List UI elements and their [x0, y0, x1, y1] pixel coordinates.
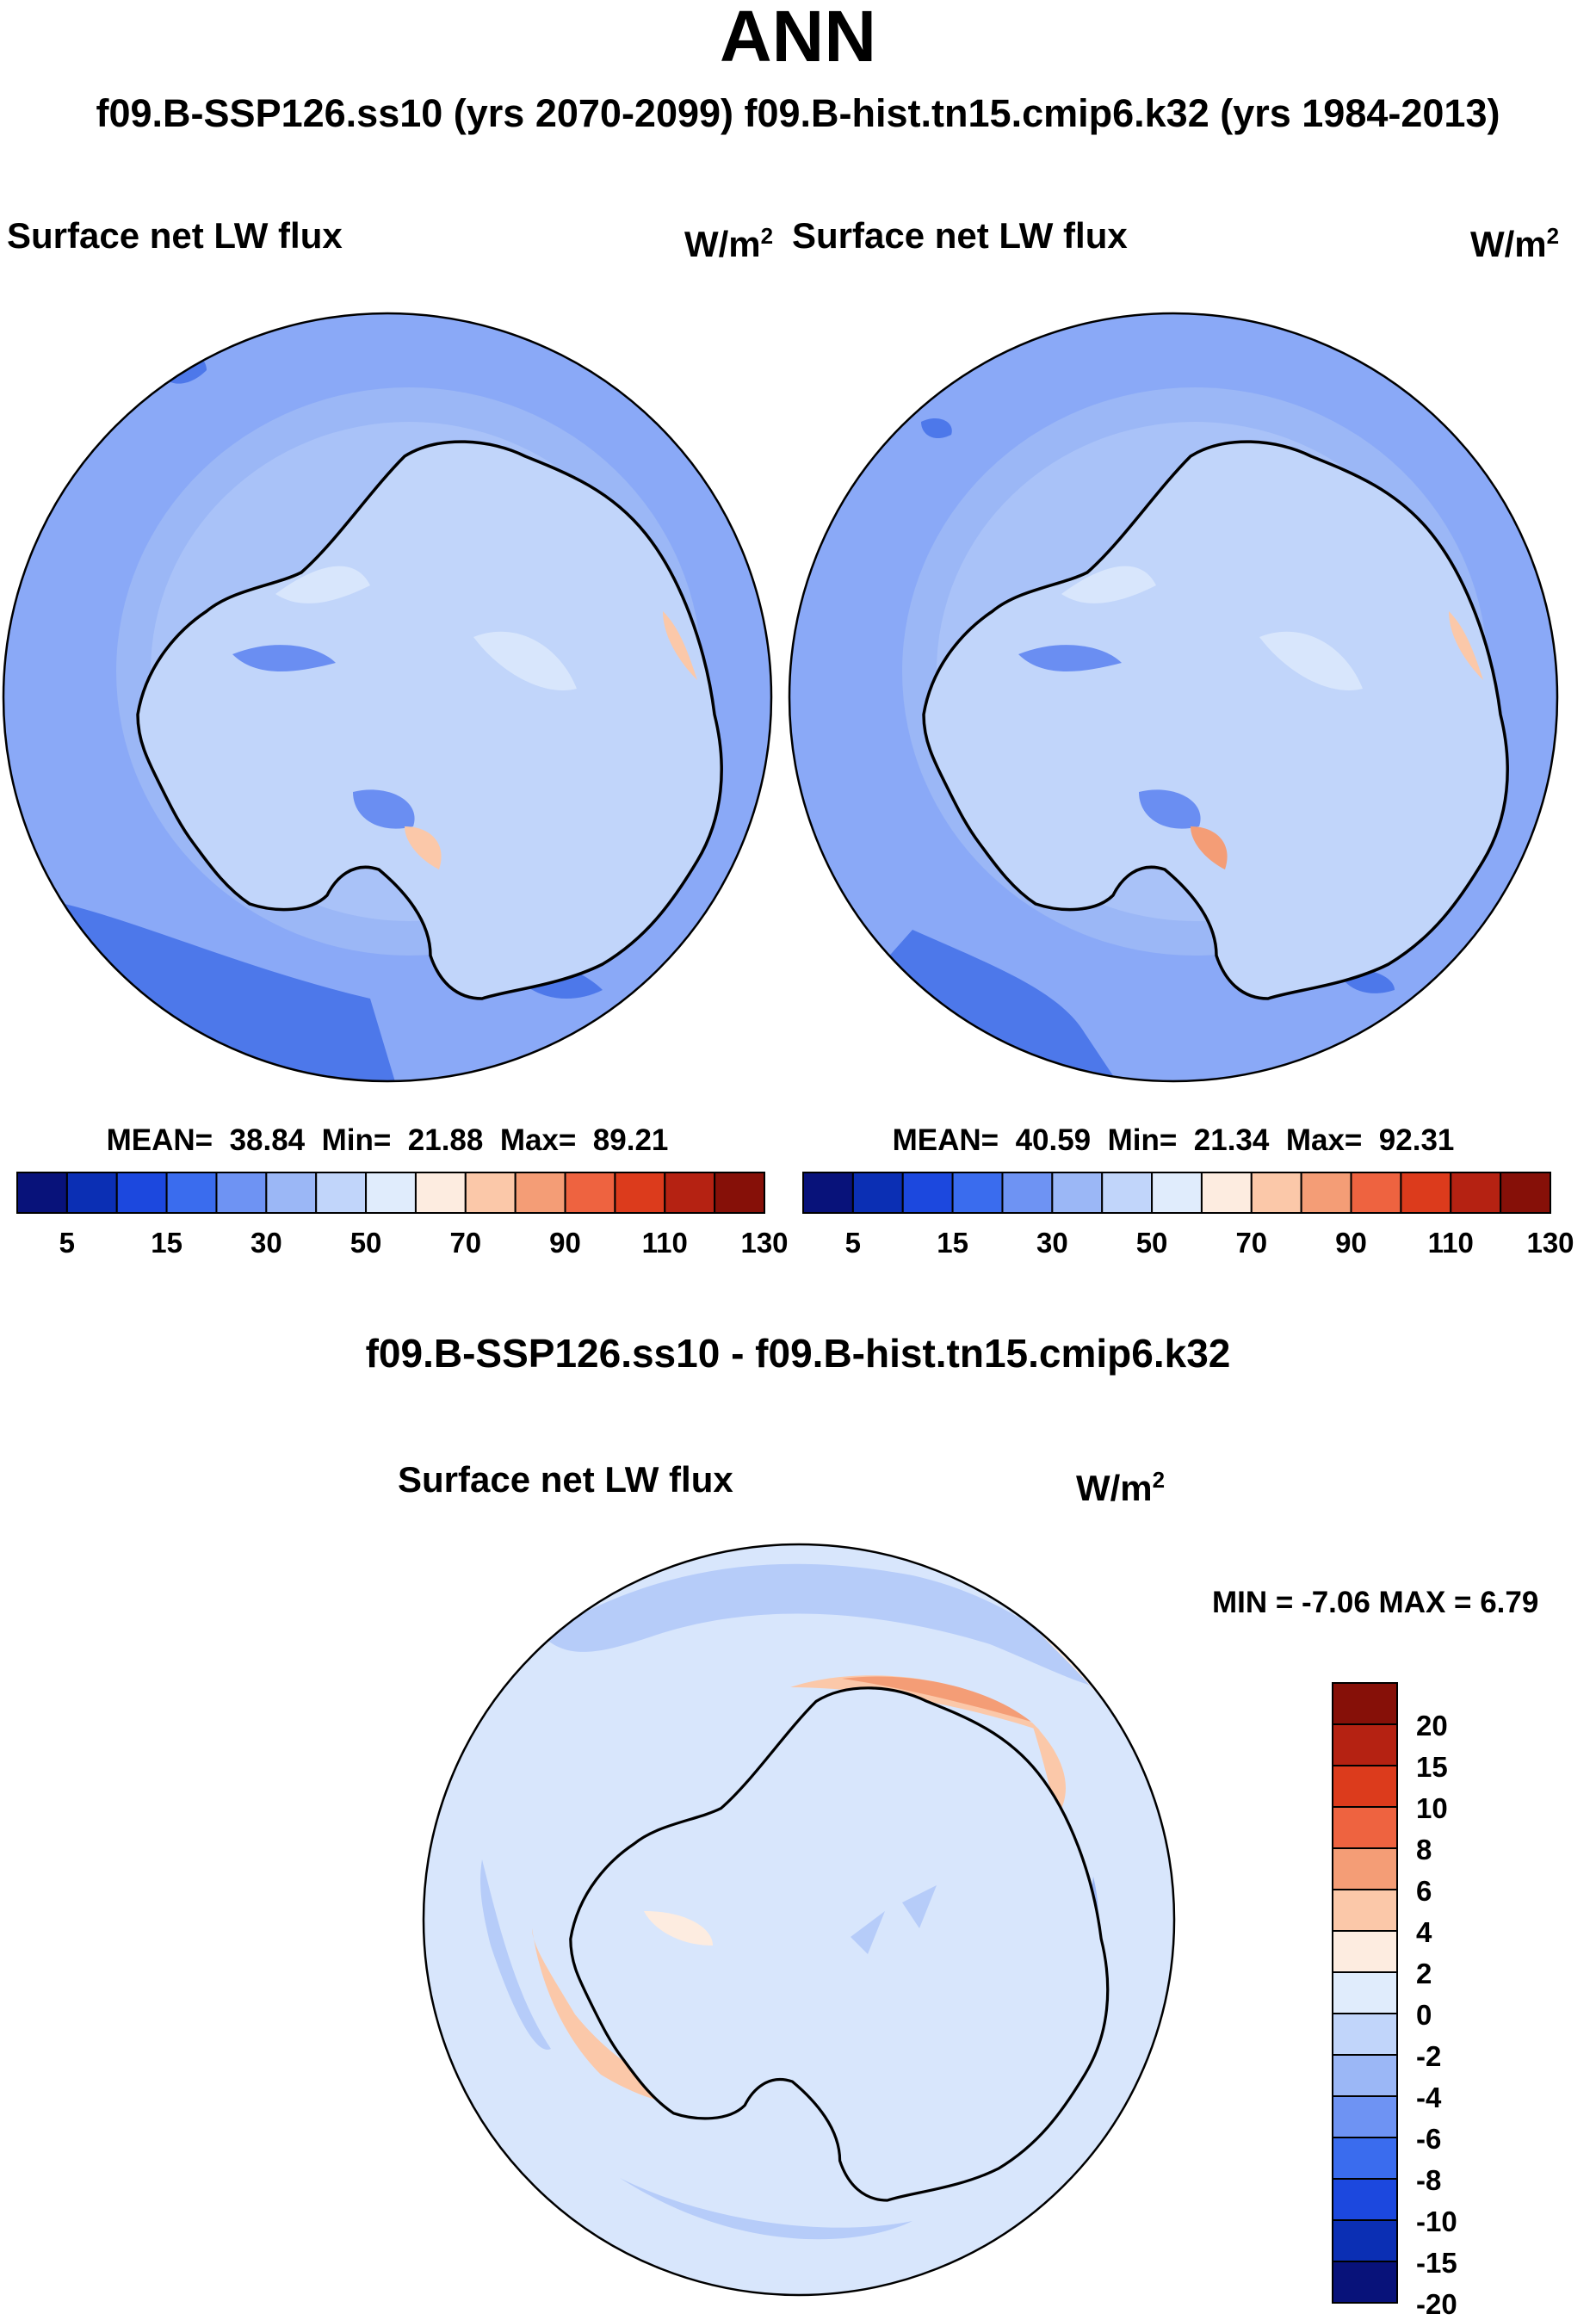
colorbar-swatch: [1332, 2178, 1398, 2221]
colorbar-tick-label: 50: [350, 1227, 382, 1259]
colorbar-swatch: [1450, 1172, 1502, 1214]
colorbar-swatch: [165, 1172, 218, 1214]
colorbar-tick-label: 8: [1416, 1834, 1432, 1865]
colorbar-swatch: [1400, 1172, 1452, 1214]
colorbar-tick-label: 90: [1335, 1227, 1367, 1259]
colorbar-swatch: [464, 1172, 517, 1214]
panel1-map-border: [2, 312, 773, 1083]
panel1-map: [3, 313, 771, 1081]
colorbar-tick-label: 30: [1036, 1227, 1068, 1259]
colorbar-tick-label: 15: [1416, 1751, 1448, 1783]
colorbar-swatch: [1250, 1172, 1302, 1214]
colorbar-swatch: [1332, 2219, 1398, 2262]
panel1-units: W/m2: [684, 223, 774, 264]
colorbar-swatch: [1332, 2013, 1398, 2056]
colorbar-tick-label: 5: [844, 1227, 862, 1259]
panel2-stats: MEAN= 40.59 Min= 21.34 Max= 92.31: [892, 1123, 1455, 1157]
colorbar-swatch: [951, 1172, 1004, 1214]
colorbar-swatch: [414, 1172, 467, 1214]
colorbar-swatch: [664, 1172, 716, 1214]
page-subtitle: f09.B-SSP126.ss10 (yrs 2070-2099) f09.B-…: [96, 91, 1500, 135]
colorbar-tick-label: 110: [1427, 1227, 1474, 1259]
colorbar-swatch: [1200, 1172, 1253, 1214]
colorbar-swatch: [1332, 1723, 1398, 1766]
colorbar-swatch: [1332, 1847, 1398, 1890]
colorbar-tick-label: 30: [250, 1227, 282, 1259]
colorbar-tick-label: -2: [1416, 2040, 1442, 2072]
colorbar-tick-label: -15: [1416, 2247, 1457, 2279]
colorbar-swatch: [614, 1172, 666, 1214]
difference-map-border: [422, 1543, 1176, 2297]
colorbar-swatch: [564, 1172, 616, 1214]
colorbar-swatch: [1051, 1172, 1104, 1214]
difference-field-label: Surface net LW flux: [398, 1459, 733, 1500]
colorbar-swatch: [16, 1172, 68, 1214]
panel1-field-label: Surface net LW flux: [7, 215, 343, 256]
colorbar-swatch: [1500, 1172, 1551, 1214]
colorbar-tick-label: 90: [549, 1227, 581, 1259]
colorbar-swatch: [315, 1172, 368, 1214]
colorbar-tick-label: 15: [151, 1227, 182, 1259]
colorbar-swatch: [65, 1172, 118, 1214]
colorbar-tick-label: 110: [641, 1227, 688, 1259]
colorbar-tick-label: 20: [1416, 1710, 1448, 1742]
colorbar-tick-label: -8: [1416, 2164, 1442, 2196]
colorbar-swatch: [802, 1172, 854, 1214]
colorbar-tick-label: 0: [1416, 1999, 1432, 2031]
difference-title: f09.B-SSP126.ss10 - f09.B-hist.tn15.cmip…: [365, 1331, 1231, 1376]
colorbar-swatch: [851, 1172, 904, 1214]
colorbar-swatch: [1300, 1172, 1352, 1214]
colorbar-swatch: [1101, 1172, 1154, 1214]
colorbar-swatch: [1332, 2095, 1398, 2138]
colorbar-swatch: [215, 1172, 268, 1214]
colorbar-tick-label: 130: [740, 1227, 789, 1259]
colorbar-swatch: [1332, 1765, 1398, 1808]
colorbar-swatch: [1332, 1930, 1398, 1973]
colorbar-tick-label: 10: [1416, 1792, 1448, 1824]
panel1-stats: MEAN= 38.84 Min= 21.88 Max= 89.21: [106, 1123, 669, 1157]
colorbar-swatch: [265, 1172, 318, 1214]
colorbar-swatch: [365, 1172, 417, 1214]
colorbar-tick-label: 70: [1235, 1227, 1268, 1259]
colorbar-tick-label: 70: [449, 1227, 482, 1259]
colorbar-tick-label: 5: [59, 1227, 76, 1259]
colorbar-swatch: [1332, 1682, 1398, 1725]
colorbar-swatch: [514, 1172, 566, 1214]
colorbar-swatch: [901, 1172, 954, 1214]
difference-units: W/m2: [1076, 1467, 1166, 1508]
colorbar-tick-label: 4: [1416, 1916, 1432, 1948]
panel2-field-label: Surface net LW flux: [792, 215, 1128, 256]
colorbar-swatch: [1332, 1806, 1398, 1849]
panel2-colorbar: [802, 1172, 1551, 1214]
colorbar-swatch: [714, 1172, 766, 1214]
colorbar-swatch: [1151, 1172, 1203, 1214]
colorbar-tick-label: -20: [1416, 2288, 1457, 2320]
colorbar-tick-label: -4: [1416, 2082, 1442, 2113]
panel2-map: [789, 313, 1557, 1081]
panel2-units: W/m2: [1470, 223, 1560, 264]
colorbar-tick-label: 2: [1416, 1958, 1432, 1989]
colorbar-swatch: [1332, 1889, 1398, 1932]
colorbar-swatch: [1332, 2137, 1398, 2180]
colorbar-swatch: [1332, 2054, 1398, 2097]
difference-map: [424, 1544, 1174, 2295]
difference-minmax: MIN = -7.06 MAX = 6.79: [1212, 1586, 1539, 1619]
page-title: ANN: [720, 0, 876, 77]
panel1-colorbar: [16, 1172, 766, 1214]
colorbar-tick-label: 15: [937, 1227, 968, 1259]
colorbar-swatch: [1350, 1172, 1402, 1214]
colorbar-tick-label: 130: [1526, 1227, 1574, 1259]
difference-colorbar: [1332, 1682, 1398, 2304]
colorbar-swatch: [115, 1172, 168, 1214]
colorbar-swatch: [1001, 1172, 1054, 1214]
colorbar-tick-label: 6: [1416, 1875, 1432, 1907]
colorbar-swatch: [1332, 1971, 1398, 2014]
colorbar-tick-label: -10: [1416, 2206, 1457, 2237]
colorbar-swatch: [1332, 2261, 1398, 2304]
colorbar-tick-label: -6: [1416, 2123, 1442, 2155]
colorbar-tick-label: 50: [1135, 1227, 1168, 1259]
panel2-map-border: [788, 312, 1559, 1083]
